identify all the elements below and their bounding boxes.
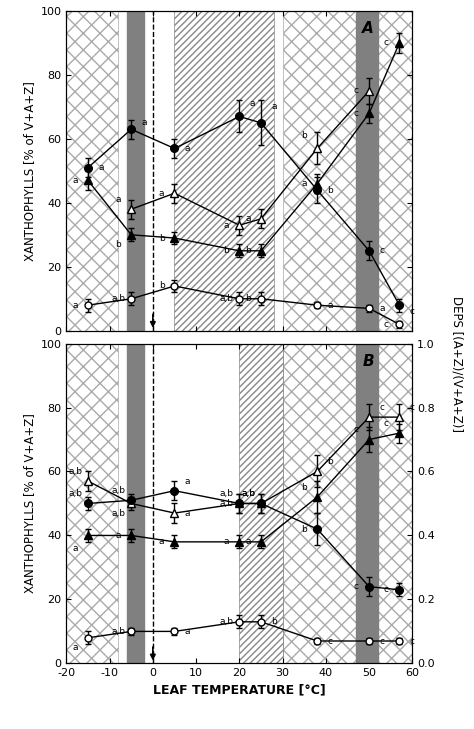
Text: a: a: [328, 300, 333, 310]
Text: a: a: [72, 643, 78, 652]
Text: c: c: [354, 87, 359, 95]
Text: a: a: [98, 163, 104, 172]
Text: a: a: [72, 176, 78, 185]
Text: c: c: [380, 636, 384, 645]
Text: b: b: [271, 617, 277, 626]
Bar: [356, 11, 378, 331]
Text: a,b: a,b: [241, 489, 255, 499]
Text: c: c: [354, 109, 359, 118]
Text: a,b: a,b: [68, 489, 82, 499]
Text: a: a: [250, 99, 255, 108]
Bar: [239, 343, 283, 663]
Text: a: a: [245, 214, 251, 223]
Text: a,b: a,b: [219, 617, 233, 626]
Bar: [66, 11, 118, 331]
Text: b: b: [224, 246, 229, 255]
Text: c: c: [410, 403, 415, 412]
Bar: [283, 11, 412, 331]
Text: c: c: [380, 403, 384, 412]
Text: a,b: a,b: [219, 489, 233, 499]
Text: a,b: a,b: [219, 499, 233, 508]
Text: b: b: [159, 281, 164, 290]
Text: c: c: [328, 636, 333, 645]
Text: c: c: [354, 426, 359, 434]
Text: b: b: [159, 233, 164, 243]
Text: a: a: [185, 627, 190, 636]
Y-axis label: XANTHOPHYLLS [% of V+A+Z]: XANTHOPHYLLS [% of V+A+Z]: [23, 413, 36, 593]
Bar: [283, 343, 412, 663]
Bar: [174, 11, 274, 331]
Text: a: a: [116, 531, 121, 540]
Bar: [66, 343, 118, 663]
X-axis label: LEAF TEMPERATURE [°C]: LEAF TEMPERATURE [°C]: [153, 684, 326, 697]
Text: b: b: [245, 246, 251, 255]
Text: c: c: [380, 246, 384, 255]
Text: a: a: [224, 537, 229, 546]
Text: a: a: [301, 179, 307, 188]
Text: A: A: [362, 21, 374, 36]
Text: c: c: [384, 39, 389, 47]
Text: a: a: [116, 195, 121, 204]
Text: a: a: [72, 300, 78, 310]
Text: a: a: [271, 102, 277, 112]
Text: B: B: [362, 354, 374, 369]
Text: a: a: [159, 189, 164, 198]
Text: a,b: a,b: [111, 509, 125, 518]
Text: a,b: a,b: [68, 467, 82, 476]
Text: b: b: [115, 240, 121, 249]
Text: a: a: [72, 544, 78, 553]
Bar: [66, 343, 118, 663]
Text: a: a: [379, 304, 385, 313]
Text: a: a: [185, 477, 190, 486]
Bar: [283, 343, 412, 663]
Text: a: a: [141, 118, 147, 128]
Text: a,b: a,b: [111, 295, 125, 303]
Text: a: a: [185, 144, 190, 153]
Text: b: b: [301, 131, 307, 140]
Text: DEPS [(A+Z)/(V+A+Z)]: DEPS [(A+Z)/(V+A+Z)]: [451, 297, 464, 432]
Text: b: b: [301, 525, 307, 534]
Text: b: b: [328, 457, 333, 467]
Text: c: c: [354, 582, 359, 591]
Bar: [127, 343, 144, 663]
Text: b: b: [301, 483, 307, 492]
Text: a: a: [224, 221, 229, 230]
Text: c: c: [384, 419, 389, 428]
Text: b: b: [328, 186, 333, 195]
Text: a,b: a,b: [111, 627, 125, 636]
Text: a,b: a,b: [219, 295, 233, 303]
Text: b: b: [245, 295, 251, 303]
Bar: [239, 343, 283, 663]
Text: c: c: [410, 307, 415, 316]
Text: a: a: [159, 537, 164, 546]
Text: c: c: [410, 636, 415, 645]
Text: a,b: a,b: [111, 486, 125, 495]
Text: a: a: [245, 537, 251, 546]
Text: c: c: [384, 585, 389, 594]
Bar: [174, 11, 274, 331]
Text: a,b: a,b: [241, 489, 255, 499]
Bar: [127, 11, 144, 331]
Bar: [283, 11, 412, 331]
Bar: [66, 11, 118, 331]
Bar: [356, 343, 378, 663]
Text: a: a: [185, 509, 190, 518]
Y-axis label: XANTHOPHYLLS [% of V+A+Z]: XANTHOPHYLLS [% of V+A+Z]: [23, 81, 36, 261]
Text: c: c: [384, 320, 389, 329]
